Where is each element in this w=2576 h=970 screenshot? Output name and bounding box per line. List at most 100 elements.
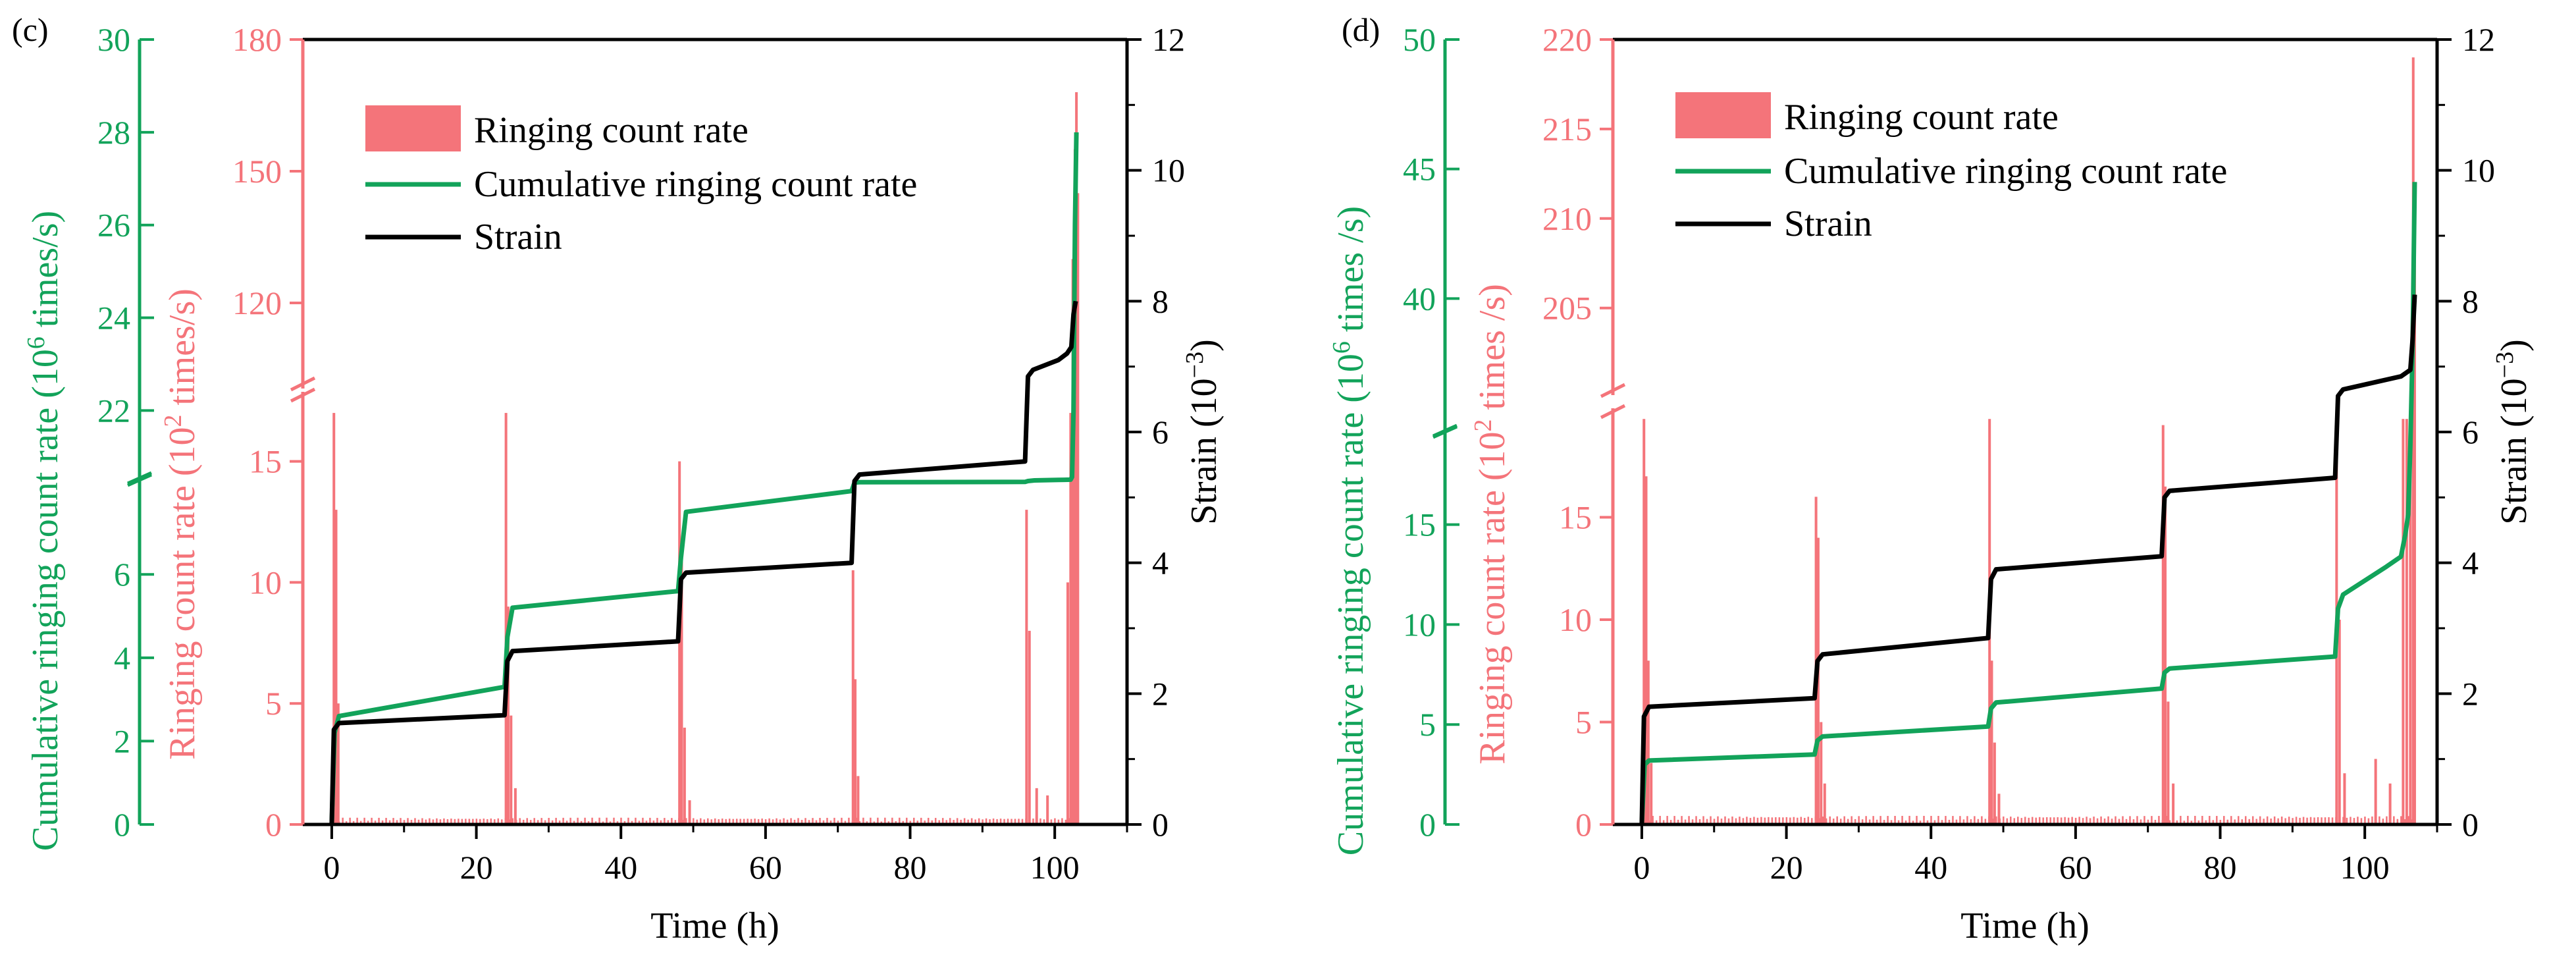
ringing-bar bbox=[638, 821, 641, 824]
ringing-bar bbox=[1941, 820, 1943, 824]
ringing-bar bbox=[1887, 816, 1889, 824]
ringing-bar bbox=[2194, 815, 2196, 824]
ringing-bar bbox=[388, 820, 391, 824]
ringing-bar bbox=[565, 821, 568, 824]
ringing-bar bbox=[645, 821, 648, 824]
ringing-bar bbox=[2295, 817, 2298, 824]
ringing-bar bbox=[1974, 816, 1976, 824]
ringing-tick-label: 5 bbox=[265, 685, 282, 722]
ringing-bar bbox=[714, 818, 716, 824]
ringing-bar bbox=[974, 819, 976, 824]
ringing-bar bbox=[764, 819, 767, 824]
ringing-bar bbox=[664, 818, 666, 824]
ringing-bar bbox=[1851, 816, 1853, 824]
ringing-bar bbox=[417, 819, 420, 824]
strain-tick-label: 6 bbox=[1152, 414, 1169, 450]
ringing-bar bbox=[356, 817, 358, 824]
ringing-bar bbox=[700, 818, 702, 824]
ringing-bar bbox=[2396, 819, 2399, 824]
cumulative-axis-label: Cumulative ringing count rate (106 times… bbox=[22, 211, 66, 851]
ringing-bar bbox=[2405, 419, 2408, 824]
cumulative-tick-label: 30 bbox=[97, 21, 130, 58]
x-tick-label: 40 bbox=[604, 849, 637, 886]
ringing-bar bbox=[783, 818, 785, 824]
ringing-bar bbox=[2328, 817, 2330, 824]
ringing-bar bbox=[2176, 820, 2178, 824]
ringing-bar bbox=[674, 820, 677, 824]
ringing-bar bbox=[899, 817, 901, 824]
ringing-bar bbox=[2241, 819, 2243, 824]
ringing-bar bbox=[468, 819, 471, 824]
ringing-bar bbox=[439, 819, 442, 824]
ringing-bar bbox=[1043, 819, 1045, 824]
ringing-bar bbox=[2190, 821, 2193, 824]
cumulative-axis-label-text: Cumulative ringing count rate (10 bbox=[1330, 354, 1371, 855]
ringing-bar bbox=[652, 820, 655, 824]
ringing-bar bbox=[2364, 817, 2366, 824]
ringing-bar bbox=[2003, 816, 2005, 824]
ringing-bar bbox=[2288, 817, 2290, 824]
ringing-bar bbox=[1713, 819, 1716, 824]
ringing-bar bbox=[2277, 818, 2279, 824]
ringing-bar bbox=[1847, 819, 1849, 824]
ringing-bar bbox=[2350, 817, 2352, 824]
ringing-bar bbox=[1962, 819, 1965, 824]
ringing-bar bbox=[2129, 816, 2131, 824]
ringing-bar bbox=[757, 819, 760, 824]
cumulative-axis-break-mark bbox=[126, 471, 153, 487]
ringing-bar bbox=[429, 818, 431, 824]
ringing-bar bbox=[2346, 817, 2348, 824]
ringing-tick-label: 15 bbox=[249, 443, 282, 480]
ringing-bar bbox=[2201, 815, 2203, 824]
ringing-bar bbox=[2251, 816, 2254, 824]
ringing-bar bbox=[797, 818, 799, 824]
cumulative-tick-label: 10 bbox=[1403, 606, 1436, 643]
ringing-bar bbox=[1822, 816, 1824, 824]
ringing-bar bbox=[2270, 818, 2272, 824]
ringing-bar bbox=[1997, 794, 2001, 824]
ringing-bar bbox=[2064, 817, 2066, 824]
ringing-bar bbox=[1955, 819, 1958, 824]
ringing-bar bbox=[1959, 816, 1961, 824]
ringing-bar bbox=[858, 821, 861, 824]
ringing-bar bbox=[2400, 816, 2402, 824]
ringing-bar bbox=[1800, 817, 1802, 824]
ringing-bar bbox=[2071, 817, 2073, 824]
panel-label: (c) bbox=[12, 11, 49, 48]
ringing-bar bbox=[1046, 795, 1049, 824]
ringing-bar bbox=[421, 818, 423, 824]
ringing-bar bbox=[2237, 816, 2240, 824]
ringing-bar bbox=[1970, 819, 1972, 824]
ringing-bar bbox=[1720, 819, 1723, 824]
ringing-bar bbox=[1727, 818, 1730, 824]
cumulative-tick-label: 4 bbox=[114, 639, 130, 676]
strain-line bbox=[1639, 294, 2417, 825]
ringing-bar bbox=[1775, 817, 1777, 824]
ringing-bar bbox=[2031, 817, 2034, 824]
ringing-bar bbox=[710, 819, 713, 824]
ringing-bar bbox=[854, 679, 857, 824]
ringing-bar bbox=[591, 817, 593, 824]
ringing-bar bbox=[924, 821, 926, 824]
ringing-bar bbox=[750, 819, 752, 824]
ringing-bar bbox=[1865, 816, 1867, 824]
ringing-bar bbox=[960, 819, 962, 824]
ringing-bar bbox=[2411, 57, 2415, 825]
ringing-bar bbox=[2089, 818, 2091, 824]
ringing-bar bbox=[540, 818, 542, 824]
ringing-axis-label-exponent: 2 bbox=[159, 414, 187, 427]
x-tick-label: 20 bbox=[460, 849, 493, 886]
ringing-bar bbox=[688, 800, 691, 824]
ringing-bar bbox=[1768, 817, 1770, 824]
ringing-bar bbox=[1825, 818, 1827, 824]
ringing-bar bbox=[1916, 815, 1918, 824]
ringing-bar bbox=[1879, 816, 1881, 824]
ringing-bar bbox=[761, 818, 763, 824]
cumulative-axis-label-unit: times/s) bbox=[25, 211, 66, 337]
x-tick-label: 60 bbox=[749, 849, 782, 886]
ringing-tick-label: 120 bbox=[232, 284, 282, 321]
strain-axis-label-close: ) bbox=[1184, 339, 1224, 352]
ringing-bar bbox=[465, 819, 467, 824]
cumulative-axis: 0 5 10 15 40 45 50 bbox=[1403, 21, 1459, 843]
ringing-bar bbox=[555, 817, 557, 824]
